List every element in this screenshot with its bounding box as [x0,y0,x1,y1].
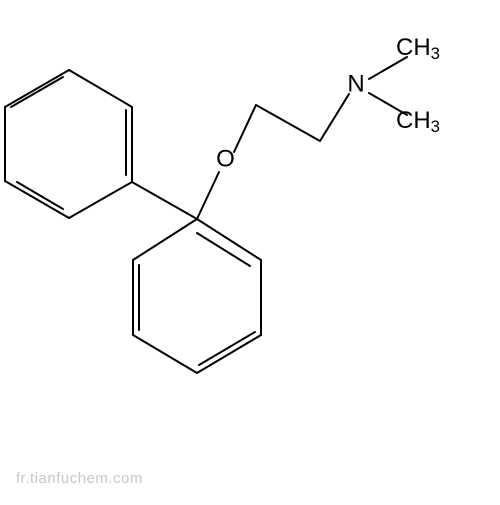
watermark-text: fr.tianfuchem.com [16,470,143,487]
chemical-structure-diagram: O N CH3 CH3 fr.tianfuchem.com [0,0,500,500]
svg-text:CH3: CH3 [396,107,440,136]
structure-svg: O N CH3 CH3 [0,0,500,500]
svg-text:O: O [216,145,235,172]
svg-text:N: N [347,70,364,97]
svg-text:CH3: CH3 [396,34,440,63]
